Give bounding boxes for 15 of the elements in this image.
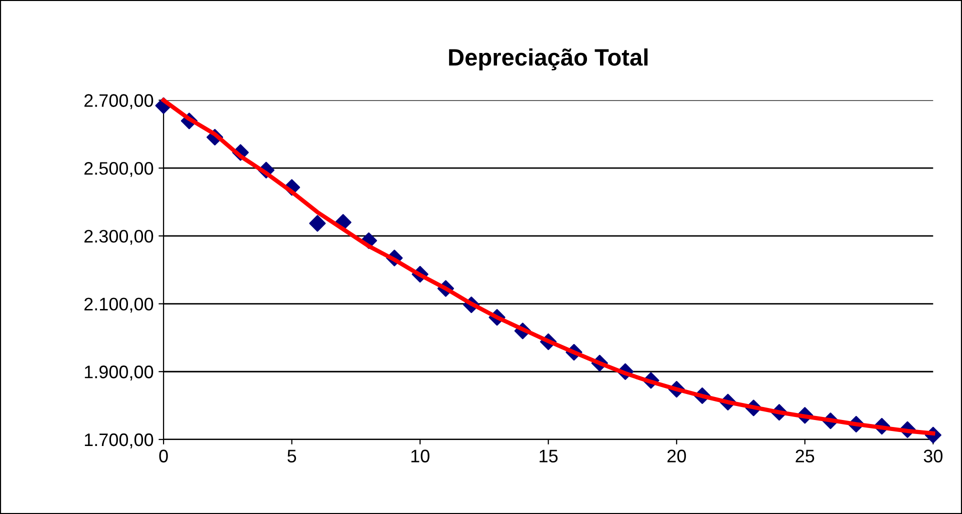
x-tick-label: 10 [411,450,430,462]
x-tick-label: 30 [924,450,942,462]
y-tick-label: 2.100,00 [84,298,154,313]
point [309,215,326,232]
x-tick-label: 0 [159,450,168,462]
x-tick-label: 15 [540,450,558,462]
y-tick-label: 2.300,00 [84,230,154,245]
x-tick-label: 25 [796,450,814,462]
y-tick-label: 2.500,00 [84,162,154,177]
x-tick-label: 5 [288,450,296,462]
y-tick-label: 1.900,00 [84,366,154,380]
y-tick-label: 2.700,00 [84,94,154,110]
x-tick-label: 20 [667,450,686,462]
chart-title: Depreciação Total [449,48,648,70]
y-tick-label: 1.700,00 [84,433,154,448]
